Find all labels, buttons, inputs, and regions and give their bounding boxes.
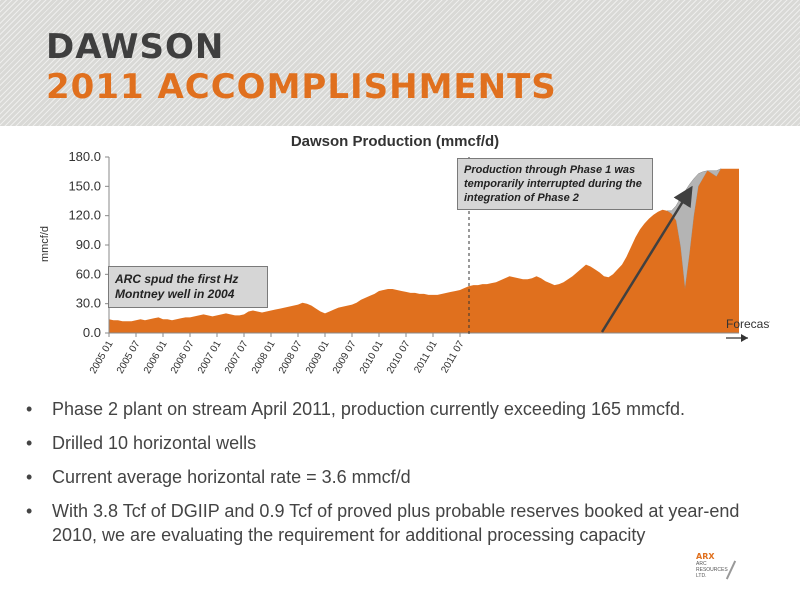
bullet-text: Drilled 10 horizontal wells (52, 433, 257, 453)
x-tick-label: 2006 01 (142, 339, 170, 376)
y-tick-label: 120.0 (68, 208, 101, 223)
annotation-first-well: ARC spud the first Hz Montney well in 20… (108, 266, 268, 308)
production-area (109, 168, 739, 333)
logo-text-line1: ARC (696, 561, 707, 567)
page-title-line2: 2011 ACCOMPLISHMENTS (46, 67, 557, 107)
y-tick-label: 180.0 (68, 149, 101, 164)
chart-title: Dawson Production (mmcf/d) (291, 133, 499, 150)
logo-mark: ARX (696, 552, 715, 561)
bullet-symbol: • (26, 433, 33, 453)
bullet-text: Phase 2 plant on stream April 2011, prod… (52, 399, 686, 419)
x-tick-label: 2008 01 (250, 339, 278, 376)
page-title-line1: DAWSON (46, 27, 225, 67)
x-tick-label: 2009 07 (331, 339, 359, 376)
y-tick-label: 90.0 (76, 237, 101, 252)
production-chart-svg: Dawson Production (mmcf/d) mmcf/d Foreca… (39, 133, 770, 376)
logo-text-line2: RESOURCES (696, 567, 728, 573)
annotation-phase-interruption: Production through Phase 1 was temporari… (457, 158, 653, 210)
x-tick-label: 2005 07 (115, 339, 143, 376)
bullet-item: • Current average horizontal rate = 3.6 m… (20, 465, 760, 489)
x-tick-label: 2008 07 (277, 339, 305, 376)
production-chart: Dawson Production (mmcf/d) mmcf/d Foreca… (30, 128, 770, 390)
logo-text-line3: LTD. (696, 573, 707, 579)
y-tick-label: 60.0 (76, 266, 101, 281)
accomplishments-list: • Phase 2 plant on stream April 2011, pro… (20, 397, 760, 557)
x-tick-label: 2011 07 (439, 339, 466, 376)
bullet-text: With 3.8 Tcf of DGIIP and 0.9 Tcf of pro… (52, 501, 740, 545)
x-tick-label: 2009 01 (304, 339, 332, 376)
x-tick-label: 2011 01 (412, 339, 439, 376)
x-tick-label: 2005 01 (88, 339, 116, 376)
y-axis-label: mmcf/d (39, 226, 51, 262)
x-tick-label: 2010 07 (385, 339, 413, 376)
header-banner: DAWSON 2011 ACCOMPLISHMENTS (0, 0, 800, 126)
bullet-symbol: • (26, 467, 33, 487)
y-tick-label: 30.0 (76, 296, 101, 311)
y-tick-label: 150.0 (68, 178, 101, 193)
annotation-arrow (600, 185, 693, 333)
x-tick-label: 2010 01 (358, 339, 386, 376)
bullet-item: • Phase 2 plant on stream April 2011, pro… (20, 397, 760, 421)
x-tick-label: 2007 01 (196, 339, 224, 376)
forecast-label: Forecast (726, 317, 770, 331)
x-tick-label: 2006 07 (169, 339, 197, 376)
company-logo: ARX ARC RESOURCES LTD. (696, 552, 746, 582)
bullet-item: • Drilled 10 horizontal wells (20, 431, 760, 455)
forecast-arrow-head (741, 334, 748, 342)
bullet-symbol: • (26, 399, 33, 419)
x-tick-label: 2007 07 (223, 339, 251, 376)
y-tick-label: 0.0 (83, 325, 101, 340)
bullet-symbol: • (26, 501, 33, 521)
bullet-item: • With 3.8 Tcf of DGIIP and 0.9 Tcf of pr… (20, 499, 760, 547)
bullet-text: Current average horizontal rate = 3.6 mm… (52, 467, 411, 487)
